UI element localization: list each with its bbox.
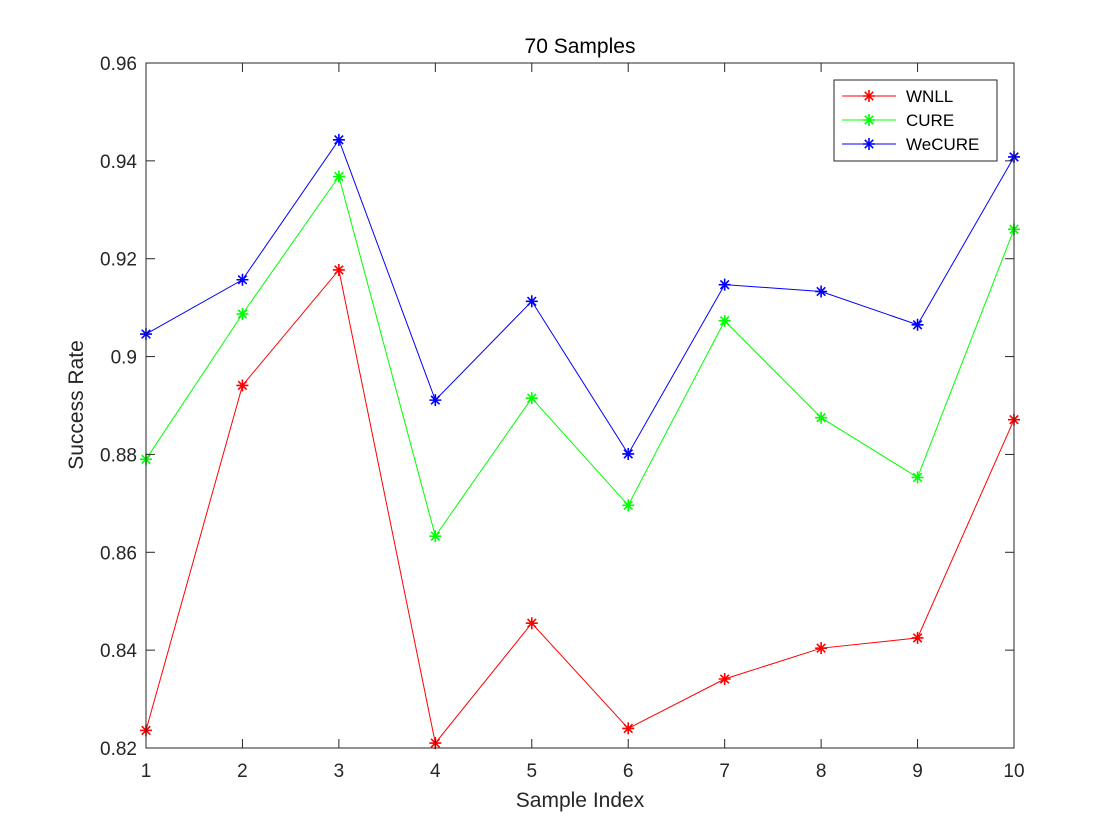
- legend-entry-wnll: WNLL: [842, 87, 953, 106]
- legend-entry-wecure: WeCURE: [842, 135, 979, 154]
- series-line: [145, 175, 1015, 538]
- data-point-marker: [863, 138, 875, 150]
- x-tick-label: 1: [141, 761, 152, 782]
- x-axis-label: Sample Index: [516, 789, 645, 812]
- data-point-marker: [236, 308, 249, 321]
- data-point-marker: [236, 273, 249, 286]
- x-tick-label: 6: [623, 761, 634, 782]
- data-point-marker: [718, 278, 731, 291]
- x-tick-label: 4: [430, 761, 441, 782]
- data-point-marker: [525, 617, 538, 630]
- data-point-marker: [911, 318, 924, 331]
- y-tick-label: 0.94: [100, 152, 137, 173]
- chart-title: 70 Samples: [525, 35, 636, 58]
- x-tick-label: 2: [237, 761, 248, 782]
- y-tick-label: 0.82: [100, 739, 137, 760]
- series-line: [145, 268, 1015, 745]
- data-point-marker: [622, 722, 635, 735]
- data-point-marker: [622, 447, 635, 460]
- data-point-marker: [525, 295, 538, 308]
- data-point-marker: [911, 471, 924, 484]
- x-tick-label: 5: [526, 761, 537, 782]
- series-line: [145, 138, 1015, 455]
- y-tick-label: 0.84: [100, 641, 137, 662]
- legend: WNLL CURE WeCURE: [833, 79, 998, 162]
- y-tick-label: 0.92: [100, 250, 137, 271]
- data-point-marker: [911, 631, 924, 644]
- x-tick-label: 8: [816, 761, 827, 782]
- y-tick-label: 0.88: [100, 445, 137, 466]
- data-point-marker: [332, 170, 345, 183]
- legend-label: WNLL: [906, 87, 953, 106]
- plot-frame: [145, 62, 1015, 749]
- y-axis: 0.82 0.84 0.86 0.88 0.9 0.92 0.94 0.96: [100, 54, 1014, 760]
- y-tick-label: 0.96: [100, 54, 137, 75]
- data-point-marker: [525, 392, 538, 405]
- data-point-marker: [815, 285, 828, 298]
- x-tick-label: 7: [719, 761, 730, 782]
- y-tick-label: 0.86: [100, 543, 137, 564]
- x-tick-label: 9: [912, 761, 923, 782]
- series-layer: [140, 133, 1020, 750]
- data-point-marker: [332, 263, 345, 276]
- plot-area: [146, 63, 1014, 748]
- legend-label: CURE: [906, 111, 954, 130]
- data-point-marker: [236, 379, 249, 392]
- legend-entry-cure: CURE: [842, 111, 954, 130]
- legend-label: WeCURE: [906, 135, 979, 154]
- data-point-marker: [429, 530, 442, 543]
- data-point-marker: [815, 411, 828, 424]
- data-point-marker: [863, 114, 875, 126]
- data-point-marker: [718, 314, 731, 327]
- x-tick-label: 3: [334, 761, 345, 782]
- x-tick-label: 10: [1003, 761, 1024, 782]
- data-point-marker: [332, 133, 345, 146]
- data-point-marker: [718, 673, 731, 686]
- data-point-marker: [622, 499, 635, 512]
- x-axis: 1 2 3 4 5 6 7 8 9 10: [141, 63, 1025, 782]
- y-tick-label: 0.9: [111, 348, 137, 369]
- data-point-marker: [863, 90, 875, 102]
- data-point-marker: [815, 642, 828, 655]
- y-axis-label: Success Rate: [65, 340, 88, 470]
- data-point-marker: [429, 394, 442, 407]
